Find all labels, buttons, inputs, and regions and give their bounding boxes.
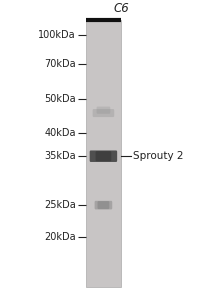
Text: 25kDa: 25kDa bbox=[44, 200, 76, 210]
Text: Sprouty 2: Sprouty 2 bbox=[133, 151, 183, 161]
Text: 70kDa: 70kDa bbox=[44, 59, 76, 69]
Bar bbox=[86, 20, 121, 287]
Text: 50kDa: 50kDa bbox=[44, 94, 76, 104]
FancyBboxPatch shape bbox=[95, 201, 112, 209]
Text: 40kDa: 40kDa bbox=[44, 128, 76, 138]
FancyBboxPatch shape bbox=[98, 201, 109, 209]
FancyBboxPatch shape bbox=[97, 106, 110, 114]
Text: 100kDa: 100kDa bbox=[38, 30, 76, 40]
FancyBboxPatch shape bbox=[90, 151, 117, 162]
Text: 35kDa: 35kDa bbox=[44, 151, 76, 161]
Text: C6: C6 bbox=[113, 2, 129, 15]
FancyBboxPatch shape bbox=[96, 151, 111, 161]
Text: 20kDa: 20kDa bbox=[44, 232, 76, 242]
FancyBboxPatch shape bbox=[93, 109, 114, 117]
